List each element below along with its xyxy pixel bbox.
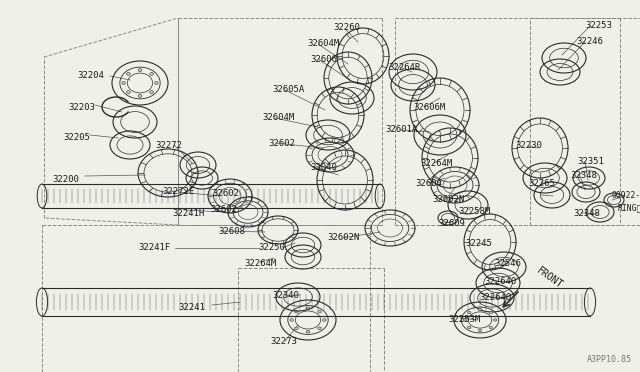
Text: 32351: 32351	[577, 157, 604, 167]
Ellipse shape	[478, 308, 482, 311]
Ellipse shape	[150, 91, 154, 93]
Text: 32260: 32260	[333, 23, 360, 32]
Text: 32253: 32253	[585, 20, 612, 29]
Text: 32250: 32250	[258, 244, 285, 253]
Ellipse shape	[294, 327, 298, 330]
Text: 32258M: 32258M	[458, 206, 490, 215]
Text: 32246: 32246	[576, 38, 603, 46]
Ellipse shape	[318, 327, 321, 330]
Ellipse shape	[294, 310, 298, 313]
Text: 32340: 32340	[272, 292, 299, 301]
Ellipse shape	[318, 310, 321, 313]
Ellipse shape	[138, 94, 142, 97]
Text: 32204: 32204	[77, 71, 104, 80]
Text: 32602: 32602	[212, 189, 239, 198]
Ellipse shape	[306, 330, 310, 333]
Text: 32606: 32606	[310, 55, 337, 64]
Ellipse shape	[127, 91, 130, 93]
Text: FRONT: FRONT	[535, 266, 564, 291]
Text: 32608: 32608	[218, 227, 245, 235]
Ellipse shape	[468, 311, 471, 314]
Text: A3PP10.85: A3PP10.85	[587, 355, 632, 364]
Ellipse shape	[478, 329, 482, 332]
Ellipse shape	[463, 319, 467, 321]
Ellipse shape	[468, 326, 471, 328]
Text: 32200: 32200	[52, 176, 79, 185]
Text: 32264R: 32264R	[388, 62, 420, 71]
Ellipse shape	[489, 311, 492, 314]
Text: RINGリング: RINGリング	[618, 203, 640, 212]
Text: 32272E: 32272E	[162, 187, 195, 196]
Ellipse shape	[150, 73, 154, 75]
Text: 32241F: 32241F	[138, 244, 170, 253]
Text: 00922-13200: 00922-13200	[611, 192, 640, 201]
Text: 32546: 32546	[494, 260, 521, 269]
Text: 32241: 32241	[178, 304, 205, 312]
Text: 32265: 32265	[528, 179, 555, 187]
Ellipse shape	[138, 69, 142, 71]
Text: 32230: 32230	[515, 141, 542, 151]
Text: 32602N: 32602N	[432, 196, 464, 205]
Ellipse shape	[155, 81, 158, 84]
Text: 32040: 32040	[310, 164, 337, 173]
Text: 32348: 32348	[573, 208, 600, 218]
Ellipse shape	[489, 326, 492, 328]
Text: 32253M: 32253M	[448, 314, 480, 324]
Text: 32264M: 32264M	[244, 259, 276, 267]
Text: 32602: 32602	[268, 138, 295, 148]
Text: 32273: 32273	[270, 337, 297, 346]
Ellipse shape	[290, 319, 293, 321]
Text: 32264M: 32264M	[420, 158, 452, 167]
Text: 32348: 32348	[570, 171, 597, 180]
Text: 32605A: 32605A	[272, 86, 304, 94]
Text: 32601A: 32601A	[385, 125, 417, 135]
Text: 32604M: 32604M	[307, 39, 339, 48]
Text: 32609: 32609	[438, 219, 465, 228]
Ellipse shape	[323, 319, 326, 321]
Text: 32203: 32203	[68, 103, 95, 112]
Ellipse shape	[306, 307, 310, 310]
Text: 32264O: 32264O	[479, 294, 511, 302]
Text: 32604: 32604	[415, 179, 442, 187]
Text: 32606M: 32606M	[413, 103, 445, 112]
Text: 32205: 32205	[63, 134, 90, 142]
Text: 32602N: 32602N	[327, 234, 359, 243]
Text: 32272: 32272	[155, 141, 182, 150]
Text: 32604M: 32604M	[262, 113, 294, 122]
Text: 32241H: 32241H	[172, 208, 204, 218]
Text: 32245: 32245	[465, 238, 492, 247]
Text: 32264O: 32264O	[484, 278, 516, 286]
Ellipse shape	[493, 319, 497, 321]
Ellipse shape	[127, 73, 130, 75]
Ellipse shape	[122, 81, 125, 84]
Text: 32602: 32602	[210, 205, 237, 215]
